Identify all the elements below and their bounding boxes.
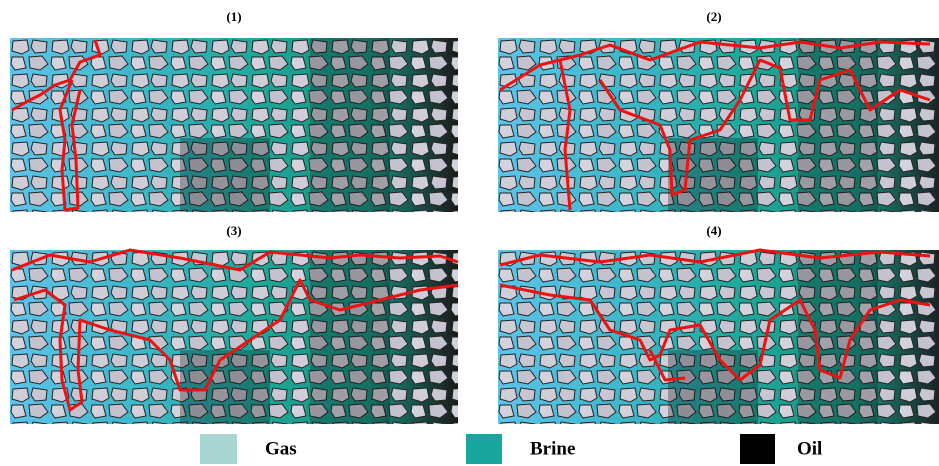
panel-label: (1) <box>226 9 241 24</box>
legend-label: Brine <box>530 438 575 459</box>
panel-2 <box>498 38 939 212</box>
legend-swatch <box>740 434 775 464</box>
panel-label: (4) <box>706 223 721 238</box>
legend-label: Gas <box>265 438 297 459</box>
legend-swatch <box>200 434 237 464</box>
legend-label: Oil <box>797 438 822 459</box>
legend-swatch <box>466 434 502 464</box>
panel-3 <box>10 248 459 424</box>
panel-label: (3) <box>226 223 241 238</box>
panel-1 <box>10 38 458 212</box>
panel-label: (2) <box>706 9 721 24</box>
panel-4 <box>498 248 939 424</box>
